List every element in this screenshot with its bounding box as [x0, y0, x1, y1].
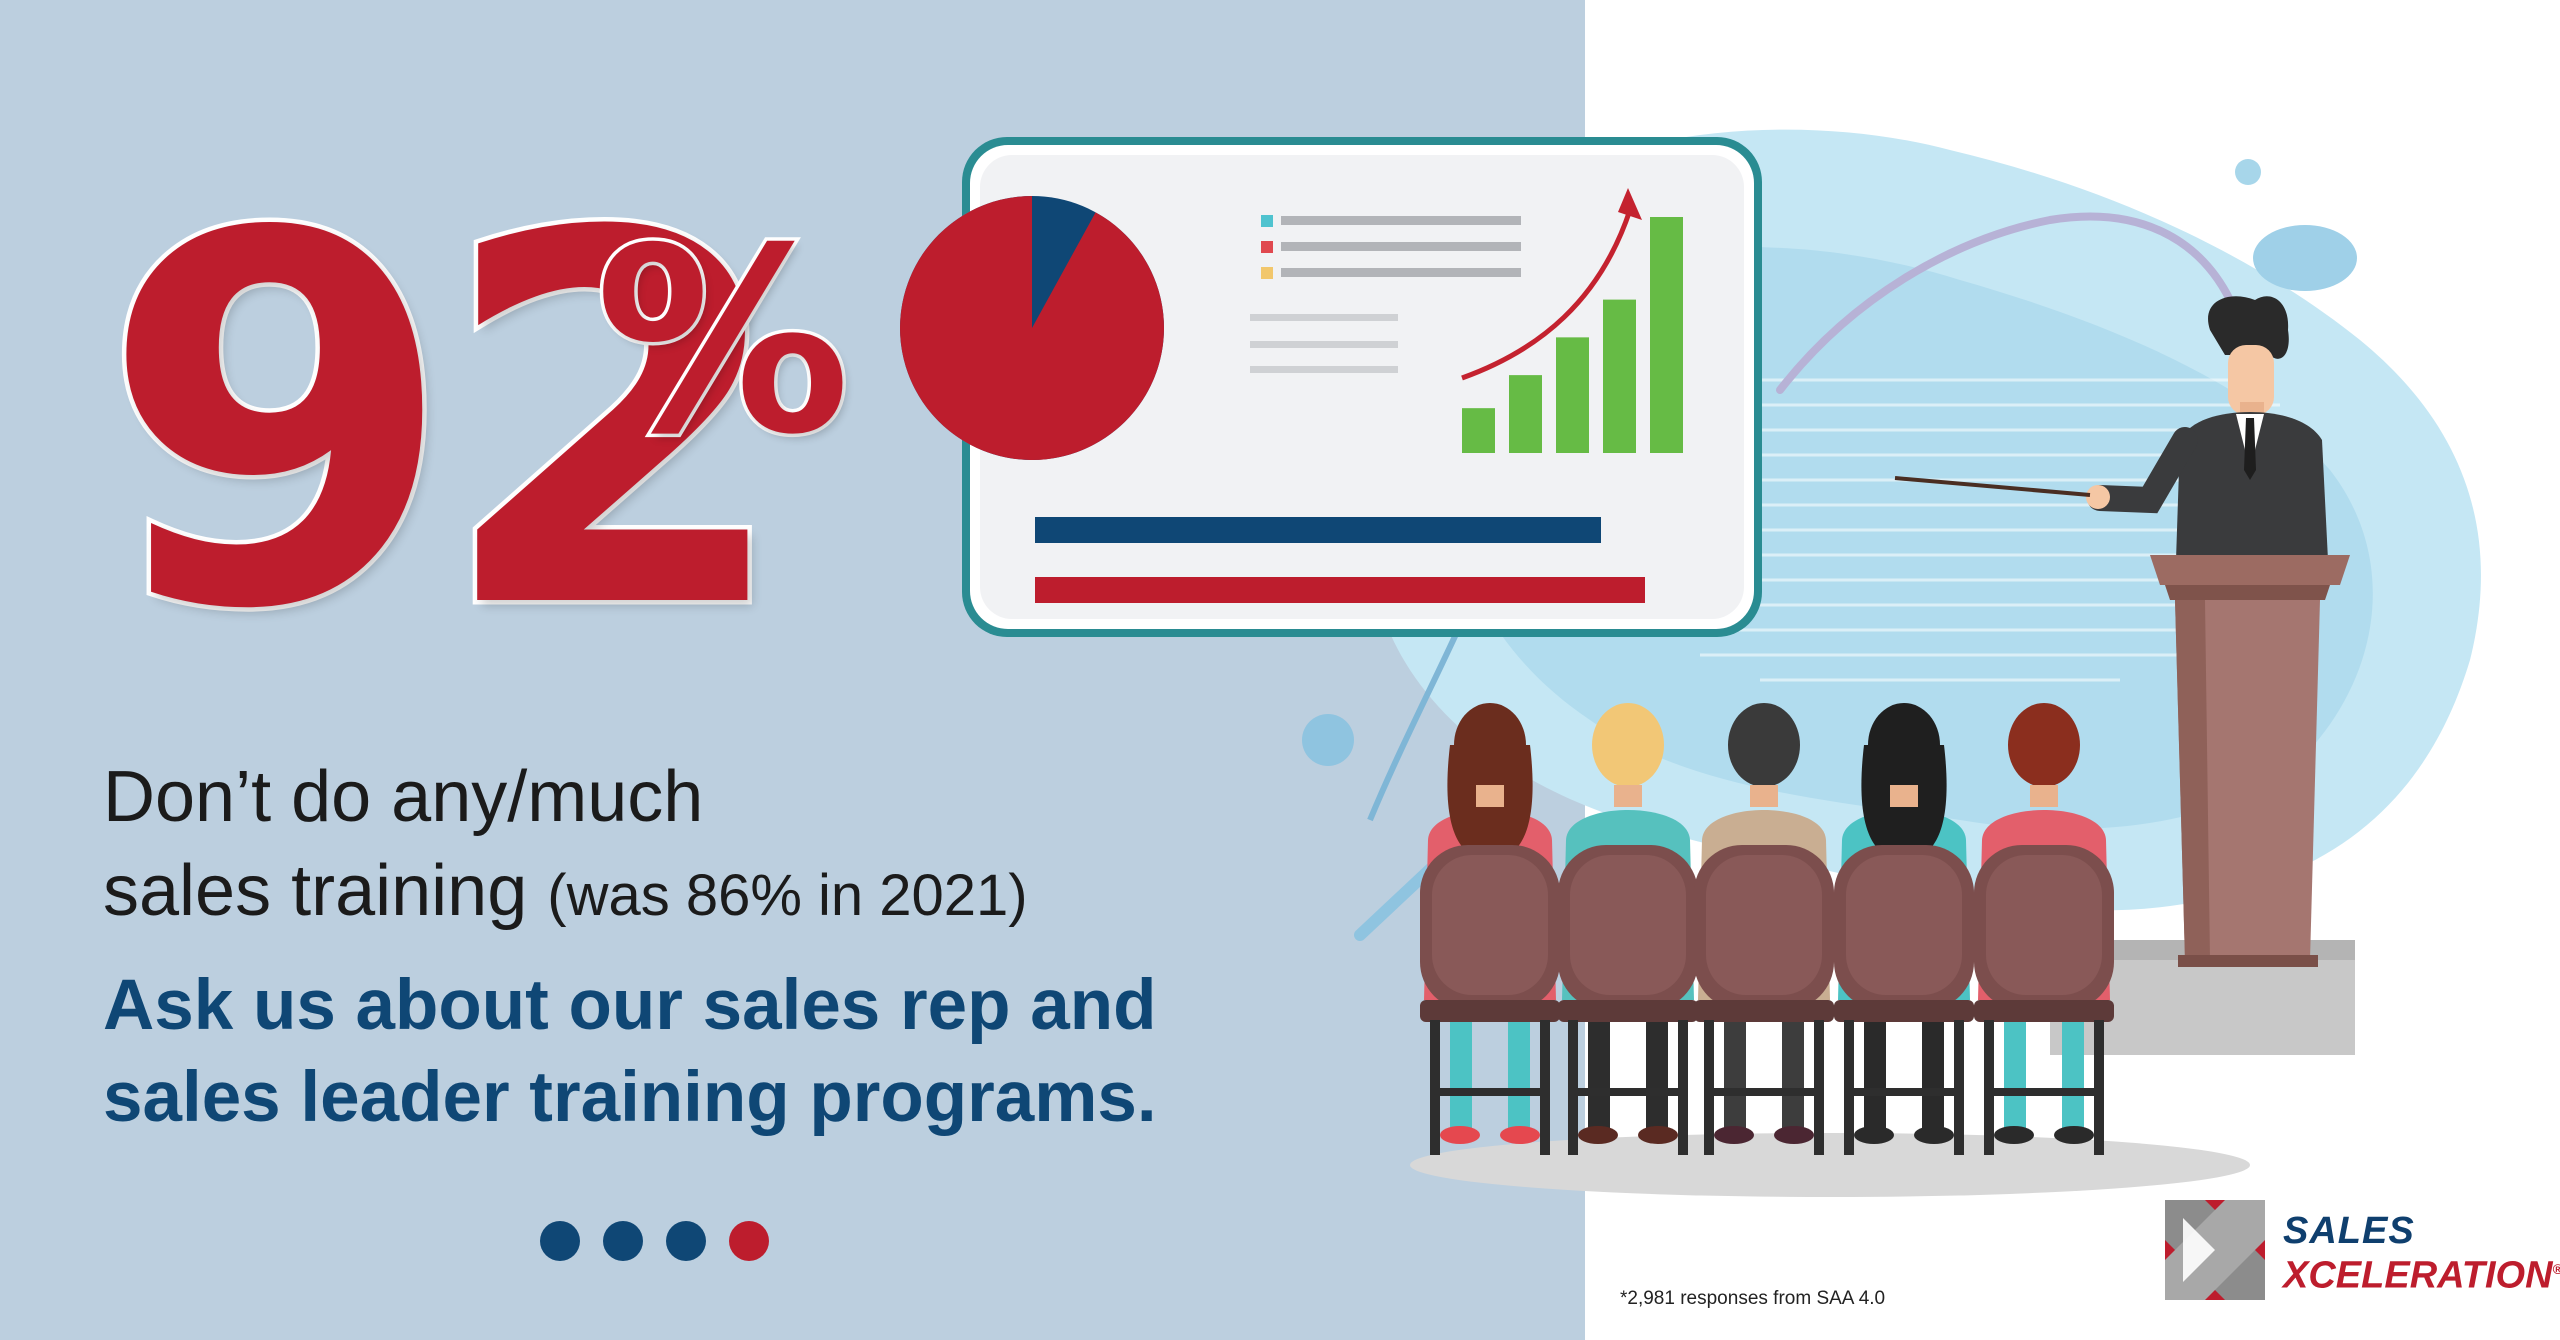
- headline-percent-sign: %: [592, 194, 854, 491]
- logo-xceleration-text: XCELERATION: [2283, 1254, 2553, 1297]
- audience-member: [1558, 703, 1698, 1155]
- pagination-dot-active[interactable]: [729, 1221, 769, 1261]
- audience-member: [1834, 703, 1974, 1155]
- audience-member: [1420, 703, 1560, 1155]
- presentation-board: [900, 137, 1762, 637]
- cta-line-1: Ask us about our sales rep and: [103, 966, 1157, 1045]
- decor-bubble: [1302, 714, 1354, 766]
- source-footnote: *2,981 responses from SAA 4.0: [1620, 1288, 1886, 1309]
- podium-icon: [2150, 555, 2350, 967]
- headline-stat-number: 92: [96, 128, 797, 721]
- description-line-2-main: sales training: [103, 851, 528, 931]
- audience-member: [1694, 703, 1834, 1155]
- logo-registered-mark: ®: [2553, 1261, 2560, 1277]
- logo-x-mark-icon: [2165, 1200, 2265, 1300]
- trend-arrow-head: [1618, 188, 1642, 220]
- slide-legend: [1261, 215, 1521, 279]
- cta-line-2: sales leader training programs.: [103, 1058, 1157, 1137]
- decor-bubble: [2235, 159, 2261, 185]
- trend-arrow-icon: [1461, 209, 1633, 381]
- slide-text-lines: [1250, 314, 1398, 373]
- brand-logo: SALES XCELERATION®: [2165, 1200, 2560, 1300]
- decor-bubble: [2253, 225, 2357, 291]
- slide-bar: [1650, 217, 1683, 453]
- slide-bar: [1603, 299, 1636, 453]
- carousel-pagination: [540, 1221, 769, 1261]
- slide-bar: [1462, 408, 1495, 453]
- pagination-dot[interactable]: [666, 1221, 706, 1261]
- logo-wordmark-sales: SALES: [2283, 1210, 2415, 1252]
- pie-slice-large: [900, 196, 1165, 460]
- slide-bar-red: [1035, 577, 1645, 603]
- logo-wordmark-xceleration: XCELERATION®: [2283, 1250, 2560, 1295]
- description-line-2: sales training (was 86% in 2021): [103, 844, 1353, 943]
- call-to-action: Ask us about our sales rep and sales lea…: [103, 960, 1403, 1144]
- audience-figures: [1420, 703, 2114, 1155]
- description-line-1: Don’t do any/much: [103, 757, 704, 837]
- pagination-dot[interactable]: [540, 1221, 580, 1261]
- stat-description: Don’t do any/much sales training (was 86…: [103, 750, 1353, 943]
- audience-member: [1974, 703, 2114, 1155]
- pagination-dot[interactable]: [603, 1221, 643, 1261]
- description-comparison-note: (was 86% in 2021): [547, 863, 1028, 928]
- slide-bar: [1509, 375, 1542, 453]
- bar-chart-icon: [1462, 217, 1683, 453]
- presenter-figure: [1894, 296, 2328, 560]
- slide-bar-navy: [1035, 517, 1601, 543]
- slide-bar: [1556, 337, 1589, 453]
- pie-chart-icon: [900, 196, 1165, 460]
